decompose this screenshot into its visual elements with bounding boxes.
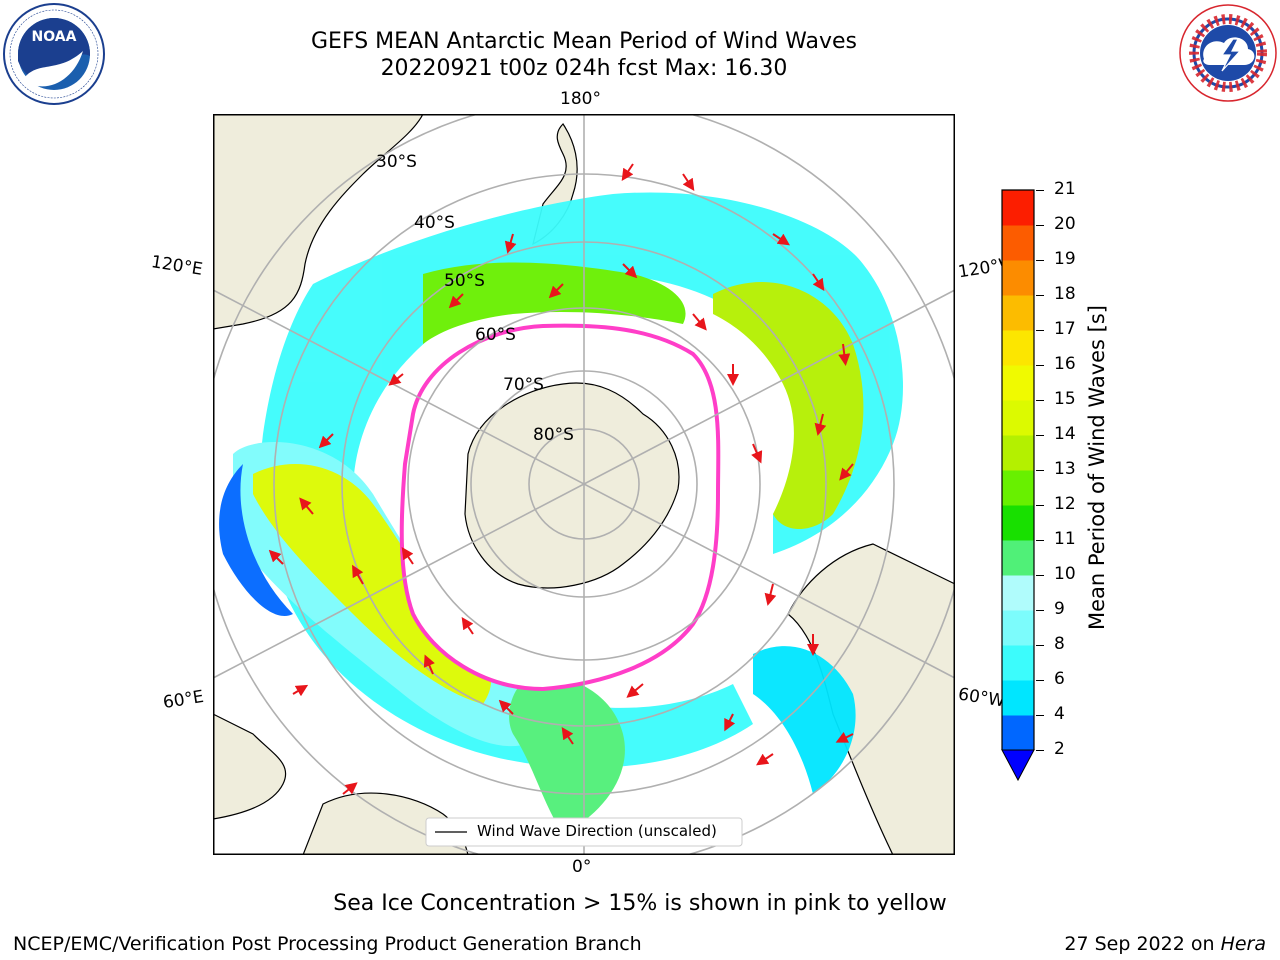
colorbar-segment — [1002, 470, 1034, 506]
colorbar-segment — [1002, 575, 1034, 611]
colorbar-segment — [1002, 225, 1034, 261]
colorbar-tick-label: 20 — [1054, 214, 1076, 234]
colorbar — [1000, 186, 1036, 786]
map-subtitle: 20220921 t00z 024h fcst Max: 16.30 — [380, 56, 788, 81]
noaa-logo: NOAA — [3, 3, 105, 105]
colorbar-segment — [1002, 400, 1034, 436]
colorbar-tick-label: 11 — [1054, 529, 1076, 549]
colorbar-tick-mark — [1036, 505, 1044, 506]
lat-label-70s: 70°S — [503, 375, 544, 395]
colorbar-tick-mark — [1036, 610, 1044, 611]
footer-credit: NCEP/EMC/Verification Post Processing Pr… — [13, 933, 642, 955]
colorbar-tick-label: 19 — [1054, 249, 1076, 269]
colorbar-tick-label: 13 — [1054, 459, 1076, 479]
colorbar-tick-label: 10 — [1054, 564, 1076, 584]
colorbar-segment — [1002, 435, 1034, 471]
colorbar-segment — [1002, 645, 1034, 681]
colorbar-tick-mark — [1036, 260, 1044, 261]
nws-logo — [1178, 3, 1278, 103]
colorbar-tick-label: 14 — [1054, 424, 1076, 444]
lat-label-30s: 30°S — [376, 152, 417, 172]
colorbar-tick-label: 4 — [1054, 704, 1065, 724]
footer-machine: Hera — [1220, 933, 1266, 955]
colorbar-segment — [1002, 190, 1034, 226]
lon-label-180: 180° — [560, 89, 601, 109]
colorbar-tick-label: 6 — [1054, 669, 1065, 689]
colorbar-tick-mark — [1036, 645, 1044, 646]
sea-ice-note: Sea Ice Concentration > 15% is shown in … — [333, 891, 947, 916]
colorbar-tick-mark — [1036, 330, 1044, 331]
svg-text:NOAA: NOAA — [32, 29, 77, 45]
colorbar-segment — [1002, 540, 1034, 576]
colorbar-label: Mean Period of Wind Waves [s] — [1085, 305, 1109, 630]
map-panel — [213, 114, 955, 855]
colorbar-tick-mark — [1036, 540, 1044, 541]
colorbar-tick-mark — [1036, 575, 1044, 576]
colorbar-tick-label: 21 — [1054, 179, 1076, 199]
legend-entry: Wind Wave Direction (unscaled) — [477, 822, 717, 840]
lon-label-120e: 120°E — [149, 252, 204, 280]
footer-date: 27 Sep 2022 on Hera — [1064, 933, 1266, 955]
lat-label-80s: 80°S — [533, 425, 574, 445]
wind-wave-arrows — [268, 163, 854, 795]
lon-label-0: 0° — [572, 857, 592, 877]
colorbar-segment — [1002, 610, 1034, 646]
colorbar-segment — [1002, 715, 1034, 751]
colorbar-tick-mark — [1036, 190, 1044, 191]
map-title: GEFS MEAN Antarctic Mean Period of Wind … — [311, 29, 857, 54]
colorbar-tick-label: 17 — [1054, 319, 1076, 339]
colorbar-tick-label: 9 — [1054, 599, 1065, 619]
colorbar-segment — [1002, 680, 1034, 716]
antarctica-continent — [464, 382, 680, 589]
colorbar-segment — [1002, 260, 1034, 296]
africa-madagascar-land — [213, 713, 287, 820]
lat-label-60s: 60°S — [475, 325, 516, 345]
footer-date-text: 27 Sep 2022 on — [1064, 933, 1221, 955]
colorbar-tick-mark — [1036, 470, 1044, 471]
colorbar-tick-mark — [1036, 365, 1044, 366]
colorbar-tick-mark — [1036, 435, 1044, 436]
colorbar-tick-label: 18 — [1054, 284, 1076, 304]
map-legend — [425, 817, 743, 847]
colorbar-tick-label: 12 — [1054, 494, 1076, 514]
colorbar-tick-mark — [1036, 715, 1044, 716]
colorbar-tick-mark — [1036, 400, 1044, 401]
australia-land — [213, 114, 424, 330]
colorbar-tick-label: 15 — [1054, 389, 1076, 409]
colorbar-tick-label: 2 — [1054, 739, 1065, 759]
lon-label-60e: 60°E — [161, 686, 206, 714]
colorbar-segment — [1002, 295, 1034, 331]
colorbar-extend-arrow — [1001, 749, 1035, 782]
colorbar-segment — [1002, 505, 1034, 541]
colorbar-tick-mark — [1036, 295, 1044, 296]
colorbar-segment — [1002, 330, 1034, 366]
colorbar-tick-label: 8 — [1054, 634, 1065, 654]
colorbar-tick-mark — [1036, 225, 1044, 226]
colorbar-tick-mark — [1036, 680, 1044, 681]
lon-label-60w: 60°W — [956, 684, 1007, 712]
colorbar-tick-mark — [1036, 750, 1044, 751]
colorbar-segment — [1002, 365, 1034, 401]
lat-label-50s: 50°S — [444, 271, 485, 291]
graticule — [213, 114, 955, 855]
colorbar-tick-label: 16 — [1054, 354, 1076, 374]
lat-label-40s: 40°S — [414, 213, 455, 233]
